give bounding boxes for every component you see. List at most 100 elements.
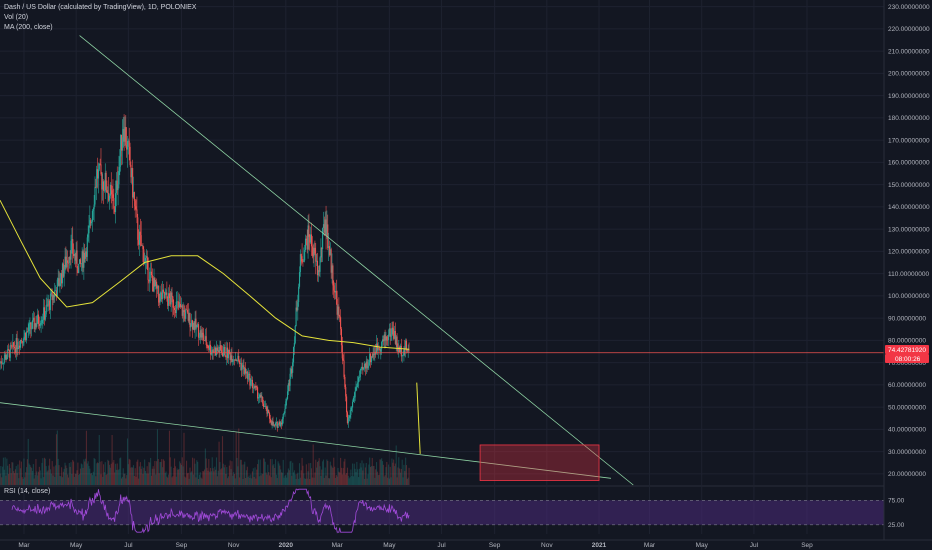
candle-body bbox=[229, 352, 231, 360]
ma-200-line bbox=[0, 199, 410, 350]
volume-bar bbox=[163, 460, 165, 485]
volume-bar bbox=[108, 464, 111, 485]
candle-body bbox=[202, 332, 204, 335]
candle-body bbox=[126, 141, 129, 150]
candle-body bbox=[33, 317, 35, 330]
candle-body bbox=[284, 408, 286, 414]
volume-bar bbox=[245, 478, 247, 485]
volume-bar bbox=[269, 459, 271, 485]
volume-bar bbox=[79, 474, 81, 485]
candle-body bbox=[79, 259, 81, 264]
volume-bar bbox=[139, 462, 141, 485]
volume-bar bbox=[383, 476, 385, 485]
candle-body bbox=[298, 272, 301, 287]
volume-bar bbox=[124, 473, 126, 485]
volume-bar bbox=[137, 459, 139, 485]
volume-bar bbox=[60, 476, 62, 485]
candle-body bbox=[372, 353, 374, 358]
volume-indicator-label[interactable]: Vol (20) bbox=[4, 14, 29, 21]
candle-body bbox=[186, 309, 188, 311]
candle-body bbox=[150, 271, 152, 273]
volume-bar bbox=[120, 457, 122, 485]
volume-bar bbox=[370, 466, 372, 485]
rsi-indicator-label[interactable]: RSI (14, close) bbox=[4, 488, 51, 495]
candle-body bbox=[382, 339, 384, 342]
volume-bar bbox=[296, 474, 298, 485]
volume-bar bbox=[306, 478, 308, 485]
candle-body bbox=[297, 302, 299, 311]
volume-bar bbox=[249, 477, 251, 485]
candle-body bbox=[62, 263, 64, 277]
volume-bar bbox=[322, 459, 325, 485]
volume-bar bbox=[109, 467, 111, 485]
time-axis[interactable]: Mar May Jul Sep Nov 2020 Mar May Jul Sep Nov 2021 Ma… bbox=[0, 539, 932, 549]
volume-bar bbox=[155, 474, 157, 485]
volume-bar bbox=[204, 448, 206, 485]
volume-bar bbox=[167, 477, 169, 485]
candle-body bbox=[136, 209, 138, 218]
candle-body bbox=[118, 166, 120, 185]
volume-bar bbox=[350, 469, 352, 485]
volume-bar bbox=[340, 467, 342, 485]
candle-body bbox=[187, 312, 189, 321]
candle-body bbox=[330, 249, 332, 273]
price-tick-label: 50.00000000 bbox=[888, 404, 926, 411]
candle-body bbox=[79, 259, 81, 265]
candle-body bbox=[64, 256, 66, 269]
candle-body bbox=[231, 355, 233, 362]
candle-body bbox=[76, 250, 78, 268]
candle-body bbox=[383, 334, 385, 342]
volume-bar bbox=[110, 463, 112, 485]
candle-body bbox=[30, 322, 32, 329]
candle-body bbox=[304, 250, 306, 261]
candle-body bbox=[146, 256, 148, 258]
volume-bar bbox=[234, 478, 236, 485]
candle-body bbox=[317, 270, 319, 276]
volume-bar bbox=[184, 476, 186, 485]
candle-body bbox=[241, 366, 243, 371]
volume-bar bbox=[313, 477, 315, 485]
volume-bar bbox=[267, 464, 269, 485]
candle-body bbox=[89, 220, 91, 226]
candle-body bbox=[122, 129, 124, 138]
drawings bbox=[0, 35, 884, 486]
candle-body bbox=[99, 163, 101, 165]
volume-bar bbox=[345, 474, 347, 485]
candle-body bbox=[3, 358, 5, 364]
volume-bar bbox=[388, 478, 390, 485]
volume-bar bbox=[194, 463, 196, 485]
candle-body bbox=[334, 291, 337, 293]
candle-body bbox=[387, 334, 390, 341]
candle-body bbox=[35, 323, 37, 327]
candle-body bbox=[180, 305, 182, 308]
time-tick-label: Nov bbox=[541, 542, 553, 549]
volume-bar bbox=[212, 468, 214, 485]
candle-body bbox=[56, 279, 58, 296]
volume-bar bbox=[374, 477, 376, 485]
volume-bar bbox=[122, 468, 124, 485]
volume-bar bbox=[134, 468, 136, 485]
candle-body bbox=[170, 292, 172, 305]
candle-body bbox=[261, 397, 263, 398]
price-tick-label: 100.00000000 bbox=[888, 293, 930, 300]
candle-body bbox=[397, 346, 399, 353]
candle-body bbox=[341, 345, 343, 359]
volume-bar bbox=[193, 458, 195, 485]
volume-bar bbox=[97, 463, 99, 485]
candle-body bbox=[112, 194, 114, 198]
volume-bar bbox=[74, 473, 76, 485]
ma-indicator-label[interactable]: MA (200, close) bbox=[4, 24, 53, 31]
price-axis[interactable]: 20.00000000 30.00000000 40.00000000 50.0000… bbox=[883, 0, 930, 540]
symbol-title[interactable]: Dash / US Dollar (calculated by TradingV… bbox=[4, 4, 197, 11]
candle-body bbox=[311, 246, 313, 256]
volume-bar bbox=[65, 465, 67, 485]
candle-body bbox=[275, 422, 277, 424]
candle-body bbox=[28, 324, 30, 332]
candle-body bbox=[57, 278, 59, 280]
volume-bar bbox=[202, 471, 204, 485]
candle-body bbox=[358, 377, 360, 378]
volume-bar bbox=[360, 467, 362, 485]
candle-body bbox=[354, 390, 356, 398]
candle-body bbox=[323, 224, 325, 233]
